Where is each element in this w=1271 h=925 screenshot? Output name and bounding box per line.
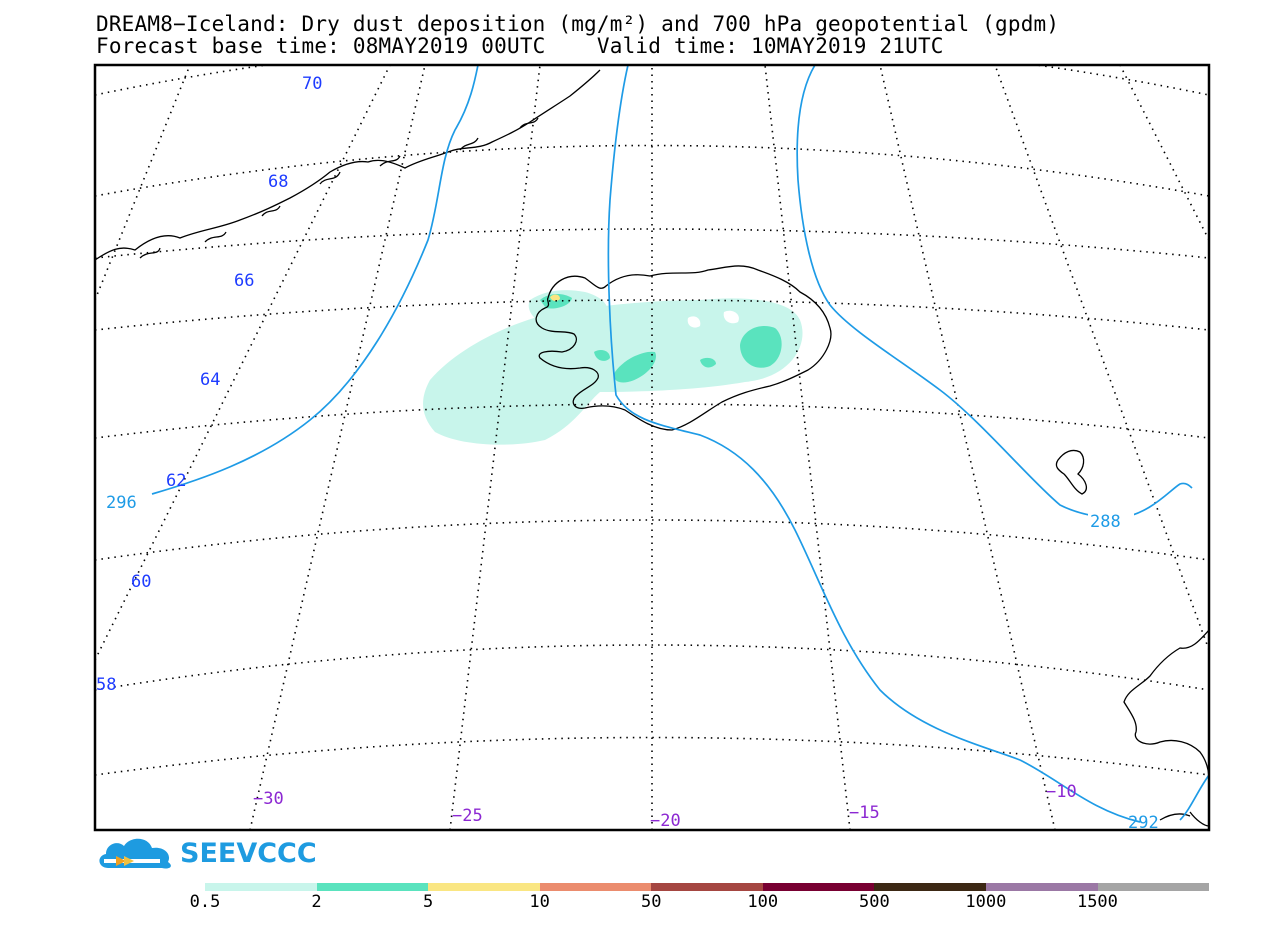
lon-label-minus15: −15	[849, 803, 880, 823]
logo-text: SEEVCCC	[180, 838, 317, 869]
norway-coast	[1123, 629, 1209, 827]
lat-label-68: 68	[268, 172, 288, 192]
map-frame	[93, 63, 1211, 832]
dust-gap-2	[723, 310, 739, 324]
dust-area-medium-4	[700, 357, 716, 368]
legend-label: 2	[311, 892, 322, 912]
legend-swatch	[874, 883, 986, 891]
longitude-gridlines	[95, 65, 1209, 830]
contour-296	[151, 65, 479, 495]
legend-swatch	[1097, 883, 1210, 891]
legend-label: 50	[640, 892, 662, 912]
contour-label-296: 296	[106, 493, 137, 513]
dust-area-yellow	[550, 294, 560, 302]
contour-labels: 296 288 292	[104, 492, 1159, 833]
lat-label-58: 58	[96, 675, 116, 695]
latitude-labels: 70 68 66 64 62 60 58	[96, 74, 322, 695]
legend-swatch	[539, 883, 652, 891]
legend-swatch	[205, 883, 317, 891]
legend-labels: 0.5 2 5 10 50 100 500 1000 1500	[0, 892, 1271, 914]
legend-swatch	[651, 883, 763, 891]
cloud-arrow-icon	[99, 838, 171, 869]
legend-swatch	[316, 883, 429, 891]
contour-label-292: 292	[1128, 813, 1159, 833]
lat-label-66: 66	[234, 271, 254, 291]
contour-292-east	[1179, 774, 1209, 821]
lat-label-62: 62	[166, 471, 186, 491]
legend-label: 1000	[965, 892, 1007, 912]
greenland-fjords	[139, 117, 539, 259]
contour-292	[607, 65, 1141, 823]
map-title: DREAM8−Iceland: Dry dust deposition (mg/…	[96, 12, 1060, 36]
legend-label: 0.5	[189, 892, 221, 912]
dust-area-medium-1	[740, 325, 782, 368]
geopotential-contours	[151, 65, 1209, 823]
legend-swatch	[762, 883, 875, 891]
legend-label: 500	[858, 892, 890, 912]
legend-swatch	[428, 883, 540, 891]
contour-label-288: 288	[1090, 512, 1121, 532]
iceland-coast	[535, 265, 832, 431]
map-subtitle: Forecast base time: 08MAY2019 00UTC Vali…	[96, 34, 944, 58]
color-legend	[205, 883, 1210, 891]
faroe-islands-coast	[1055, 449, 1088, 495]
dust-area-medium-2	[614, 351, 656, 383]
dust-area-medium-3	[594, 350, 610, 361]
longitude-labels: −30 −25 −20 −15 −10	[253, 782, 1077, 831]
coastlines	[95, 69, 1209, 827]
latitude-gridlines	[95, 65, 1209, 776]
dust-area-light	[423, 298, 803, 445]
lon-label-minus10: −10	[1046, 782, 1077, 802]
lon-label-minus30: −30	[253, 789, 284, 809]
lat-label-64: 64	[200, 370, 220, 390]
legend-label: 5	[422, 892, 434, 912]
legend-label: 100	[747, 892, 779, 912]
legend-swatch	[985, 883, 1098, 891]
greenland-coast	[95, 69, 601, 261]
lon-label-minus20: −20	[650, 811, 681, 831]
lat-label-60: 60	[131, 572, 151, 592]
dust-gap-1	[687, 316, 701, 328]
lat-label-70: 70	[302, 74, 322, 94]
legend-label: 10	[529, 892, 550, 912]
lon-label-minus25: −25	[452, 806, 483, 826]
legend-label: 1500	[1076, 892, 1118, 912]
seevccc-logo: SEEVCCC	[94, 834, 317, 874]
contour-288	[796, 65, 1193, 519]
